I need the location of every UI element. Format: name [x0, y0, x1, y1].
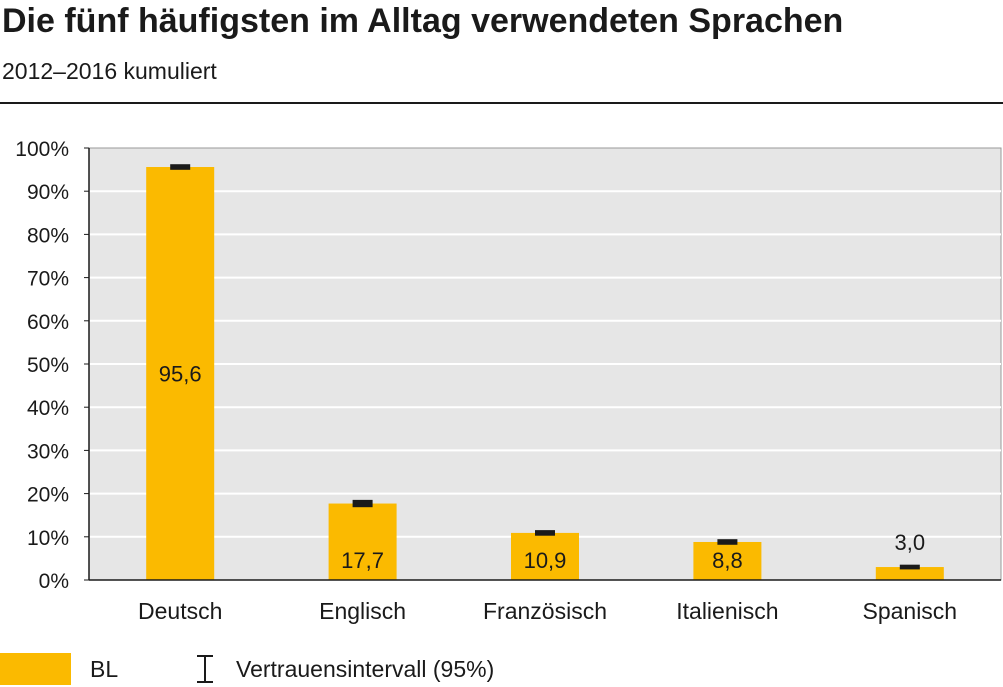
- bar: [875, 567, 944, 580]
- value-labels: 95,6 17,7 10,9 8,8 3,0: [159, 362, 925, 573]
- plot-area: [88, 147, 1002, 581]
- data-label: 3,0: [895, 530, 926, 555]
- y-tick-label: 30%: [27, 440, 69, 463]
- error-bar: [717, 539, 738, 545]
- error-bar-mark: [899, 564, 920, 570]
- y-tick-label: 50%: [27, 354, 69, 377]
- title-divider: [0, 102, 1003, 104]
- legend-label-ci: Vertrauensintervall (95%): [236, 656, 495, 682]
- bars: [146, 167, 944, 580]
- legend-swatch-bl: [0, 653, 71, 685]
- error-bar-mark: [352, 499, 373, 508]
- chart-title: Die fünf häufigsten im Alltag verwendete…: [2, 2, 844, 40]
- error-bar-mark: [717, 539, 738, 545]
- bar-chart: 0% 10% 20% 30% 40% 50% 60% 70% 80% 90% 100% 95,6 17…: [15, 138, 1002, 624]
- error-bar-icon: [197, 655, 213, 683]
- error-bar-mark: [170, 164, 191, 170]
- y-tick-label: 20%: [27, 484, 69, 507]
- error-bars: [170, 164, 920, 570]
- error-bar: [352, 499, 373, 508]
- data-label: 10,9: [524, 548, 567, 573]
- y-tick-label: 80%: [27, 224, 69, 247]
- legend: BL Vertrauensintervall (95%): [0, 652, 1003, 686]
- y-tick-label: 90%: [27, 181, 69, 204]
- x-tick-label: Deutsch: [138, 598, 222, 624]
- x-tick-label: Italienisch: [676, 598, 778, 624]
- bar: [511, 532, 579, 580]
- y-tick-label: 70%: [27, 268, 69, 291]
- error-bar: [899, 564, 920, 570]
- x-tick-label: Englisch: [319, 598, 406, 624]
- y-axis: 0% 10% 20% 30% 40% 50% 60% 70% 80% 90% 100%: [15, 138, 90, 593]
- data-label: 95,6: [159, 362, 202, 387]
- chart-subtitle: 2012–2016 kumuliert: [2, 58, 217, 84]
- y-tick-label: 0%: [39, 570, 69, 593]
- bar: [693, 541, 762, 580]
- y-tick-label: 100%: [15, 138, 69, 161]
- bar: [328, 503, 397, 580]
- bar: [146, 167, 215, 580]
- error-bar: [170, 164, 191, 170]
- y-tick-label: 60%: [27, 311, 69, 334]
- data-label: 8,8: [712, 548, 743, 573]
- legend-label-bl: BL: [90, 656, 119, 682]
- y-tick-label: 10%: [27, 527, 69, 550]
- x-tick-label: Spanisch: [862, 598, 957, 624]
- x-axis: Deutsch Englisch Französisch Italienisch Spa…: [89, 579, 1001, 624]
- error-bar: [535, 530, 555, 536]
- error-bar-mark: [535, 530, 555, 536]
- x-tick-label: Französisch: [483, 598, 607, 624]
- y-tick-label: 40%: [27, 397, 69, 420]
- data-label: 17,7: [341, 548, 384, 573]
